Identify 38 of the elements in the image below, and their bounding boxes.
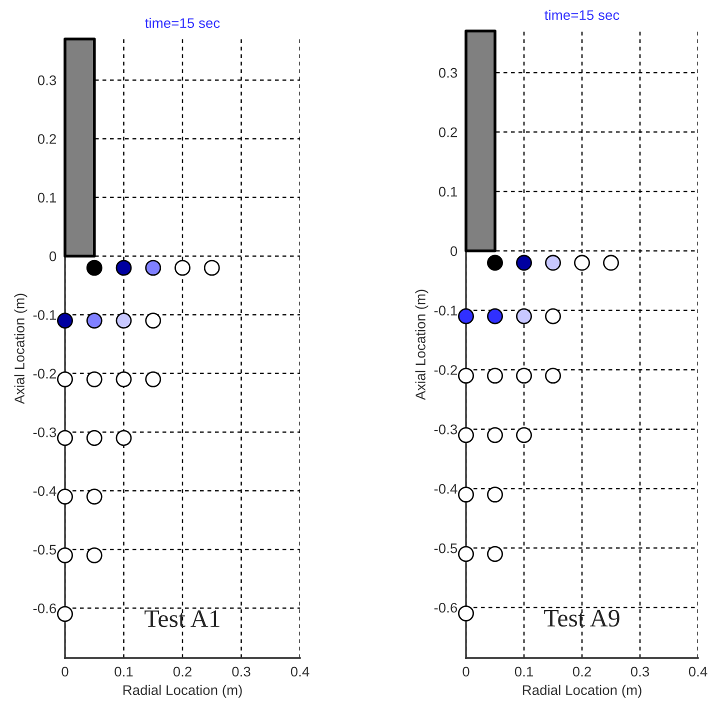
x-tick-label: 0.1 xyxy=(514,666,533,677)
y-tick-label: -0.3 xyxy=(434,424,458,434)
x-tick-label: 0.4 xyxy=(290,666,310,677)
y-tick-label: -0.6 xyxy=(434,602,458,613)
y-tick-label: 0 xyxy=(49,251,56,262)
x-tick-label: 0 xyxy=(462,666,470,677)
x-tick-label: 0.4 xyxy=(688,666,708,677)
y-tick-label: 0.3 xyxy=(438,68,458,78)
y-tick-label: -0.1 xyxy=(33,310,56,320)
x-tick-label: 0.1 xyxy=(114,666,133,677)
y-tick-label: -0.5 xyxy=(434,543,458,554)
y-tick-label: -0.1 xyxy=(434,306,457,316)
y-tick-label: 0.3 xyxy=(38,75,56,86)
annotation: Test A1 xyxy=(144,610,220,628)
y-tick-label: -0.2 xyxy=(33,368,56,379)
y-tick-label: -0.3 xyxy=(33,427,56,438)
y-tick-label: 0.2 xyxy=(38,134,56,144)
x-tick-label: 0.3 xyxy=(630,666,650,677)
y-tick-label: 0.1 xyxy=(38,192,56,203)
y-tick-label: 0.1 xyxy=(438,186,457,197)
chart-title: time=15 sec xyxy=(145,18,220,28)
y-tick-label: -0.6 xyxy=(33,603,56,614)
y-tick-label: 0.2 xyxy=(438,127,457,138)
x-tick-label: 0 xyxy=(62,666,68,677)
x-axis-title: Radial Location (m) xyxy=(123,684,242,698)
y-tick-label: 0 xyxy=(450,246,458,256)
annotation: Test A9 xyxy=(544,610,620,627)
y-tick-label: -0.5 xyxy=(33,544,56,555)
x-tick-label: 0.3 xyxy=(232,666,250,677)
x-axis-title: Radial Location (m) xyxy=(522,684,642,698)
y-axis-title: Axial Location (m) xyxy=(415,290,428,400)
y-tick-label: -0.2 xyxy=(434,365,457,375)
chart-title: time=15 sec xyxy=(544,10,620,20)
y-axis-title: Axial Location (m) xyxy=(14,294,28,404)
x-tick-label: 0.2 xyxy=(173,666,192,677)
x-tick-label: 0.2 xyxy=(572,666,591,677)
y-tick-label: -0.4 xyxy=(434,484,458,494)
y-tick-label: -0.4 xyxy=(33,486,56,496)
